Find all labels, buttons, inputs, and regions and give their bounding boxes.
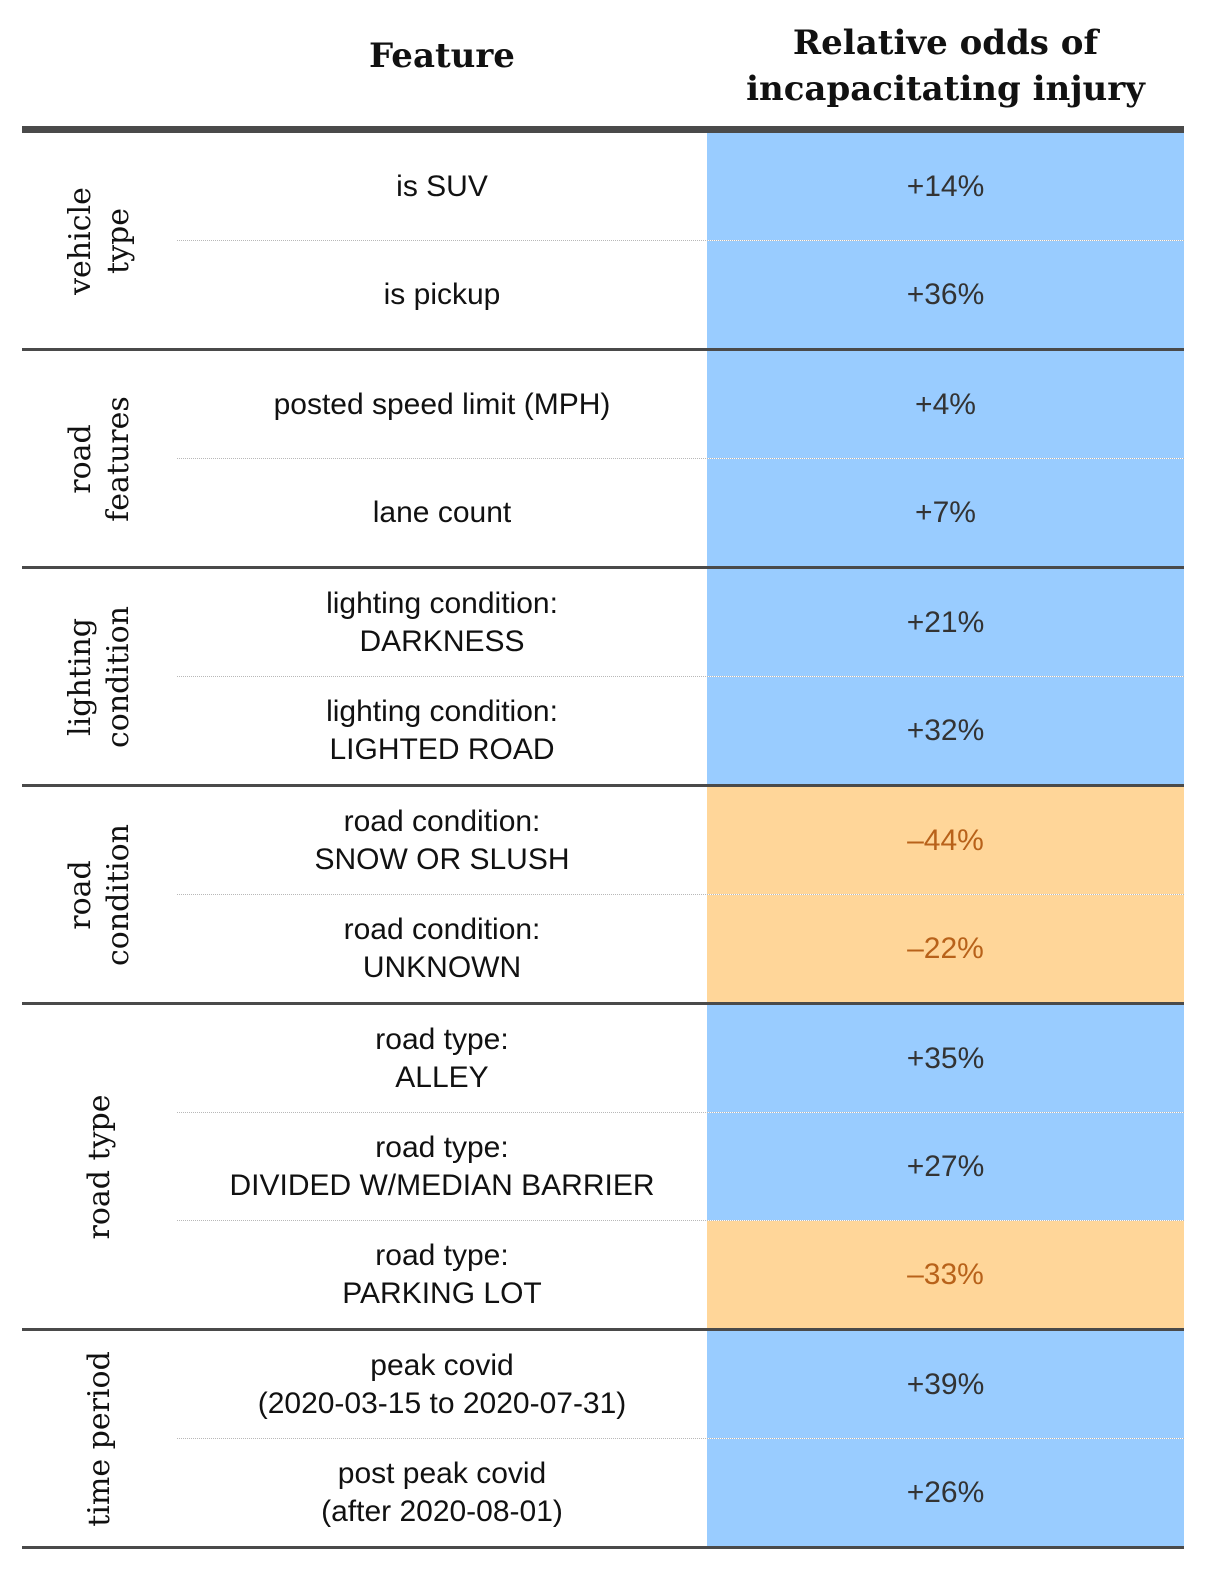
group-rows: posted speed limit (MPH) +4% lane count +7%	[177, 351, 1184, 566]
odds-value-cell: –44%	[707, 787, 1184, 894]
odds-value-cell: +27%	[707, 1113, 1184, 1220]
odds-value-cell: +36%	[707, 241, 1184, 348]
header-odds-text: Relative odds of incapacitating injury	[746, 23, 1145, 109]
group-rows: lighting condition: DARKNESS +21% lighting…	[177, 569, 1184, 784]
odds-value-cell: +26%	[707, 1439, 1184, 1546]
feature-cell: road type: ALLEY	[375, 1022, 509, 1094]
row-group: road features posted speed limit (MPH) +4%…	[22, 351, 1184, 569]
feature-cell: road type: DIVIDED W/MEDIAN BARRIER	[229, 1130, 655, 1202]
group-label-cell: vehicle type	[22, 133, 177, 348]
group-label-cell: road features	[22, 351, 177, 566]
feature-cell: road condition: SNOW OR SLUSH	[314, 804, 570, 876]
feature-cell: is pickup	[383, 277, 501, 311]
group-label: vehicle type	[62, 186, 136, 295]
group-label-cell: lighting condition	[22, 569, 177, 784]
group-label: road features	[62, 395, 136, 522]
odds-value-cell: +39%	[707, 1331, 1184, 1438]
odds-value-cell: +14%	[707, 133, 1184, 240]
table-row: road type: ALLEY +35%	[177, 1005, 1184, 1112]
table-row: road condition: UNKNOWN –22%	[177, 894, 1184, 1002]
row-group: lighting condition lighting condition: DA…	[22, 569, 1184, 787]
group-rows: peak covid (2020-03-15 to 2020-07-31) +39…	[177, 1331, 1184, 1546]
table-row: road type: PARKING LOT –33%	[177, 1220, 1184, 1328]
group-label-cell: road type	[22, 1005, 177, 1328]
feature-cell: road type: PARKING LOT	[342, 1238, 542, 1310]
group-label: lighting condition	[62, 605, 136, 748]
feature-cell: is SUV	[396, 169, 488, 203]
group-label: road condition	[62, 823, 136, 966]
group-rows: road condition: SNOW OR SLUSH –44% road co…	[177, 787, 1184, 1002]
row-group: vehicle type is SUV +14% is pickup +36%	[22, 133, 1184, 351]
group-rows: road type: ALLEY +35% road type: DIVIDED W…	[177, 1005, 1184, 1328]
feature-cell: peak covid (2020-03-15 to 2020-07-31)	[257, 1348, 627, 1420]
table-row: is SUV +14%	[177, 133, 1184, 240]
odds-value-cell: –22%	[707, 895, 1184, 1002]
table-row: lighting condition: DARKNESS +21%	[177, 569, 1184, 676]
table-row: peak covid (2020-03-15 to 2020-07-31) +39…	[177, 1331, 1184, 1438]
group-rows: is SUV +14% is pickup +36%	[177, 133, 1184, 348]
feature-cell: lighting condition: DARKNESS	[326, 586, 558, 658]
odds-value-cell: –33%	[707, 1221, 1184, 1328]
table-row: lane count +7%	[177, 458, 1184, 566]
row-group: road type road type: ALLEY +35% road type: …	[22, 1005, 1184, 1331]
feature-cell: posted speed limit (MPH)	[273, 387, 611, 421]
table-row: posted speed limit (MPH) +4%	[177, 351, 1184, 458]
table-row: lighting condition: LIGHTED ROAD +32%	[177, 676, 1184, 784]
table-row: road condition: SNOW OR SLUSH –44%	[177, 787, 1184, 894]
group-label: road type	[81, 1094, 117, 1239]
group-label-cell: road condition	[22, 787, 177, 1002]
feature-cell: lighting condition: LIGHTED ROAD	[326, 694, 558, 766]
odds-value-cell: +7%	[707, 459, 1184, 566]
odds-table: Feature Relative odds of incapacitating …	[22, 0, 1184, 1549]
header-feature: Feature	[369, 36, 515, 76]
group-label: time period	[81, 1350, 117, 1527]
odds-value-cell: +32%	[707, 677, 1184, 784]
group-label-cell: time period	[22, 1331, 177, 1546]
feature-cell: post peak covid (after 2020-08-01)	[321, 1456, 563, 1528]
odds-value-cell: +4%	[707, 351, 1184, 458]
table-body: vehicle type is SUV +14% is pickup +36% road …	[22, 133, 1184, 1549]
feature-cell: road condition: UNKNOWN	[343, 912, 541, 984]
table-row: is pickup +36%	[177, 240, 1184, 348]
table-row: road type: DIVIDED W/MEDIAN BARRIER +27%	[177, 1112, 1184, 1220]
odds-value-cell: +21%	[707, 569, 1184, 676]
row-group: time period peak covid (2020-03-15 to 202…	[22, 1331, 1184, 1549]
table-header: Feature Relative odds of incapacitating …	[22, 0, 1184, 133]
header-odds: Relative odds of incapacitating injury	[707, 20, 1184, 112]
table-row: post peak covid (after 2020-08-01) +26%	[177, 1438, 1184, 1546]
feature-cell: lane count	[372, 495, 512, 529]
odds-value-cell: +35%	[707, 1005, 1184, 1112]
row-group: road condition road condition: SNOW OR SL…	[22, 787, 1184, 1005]
